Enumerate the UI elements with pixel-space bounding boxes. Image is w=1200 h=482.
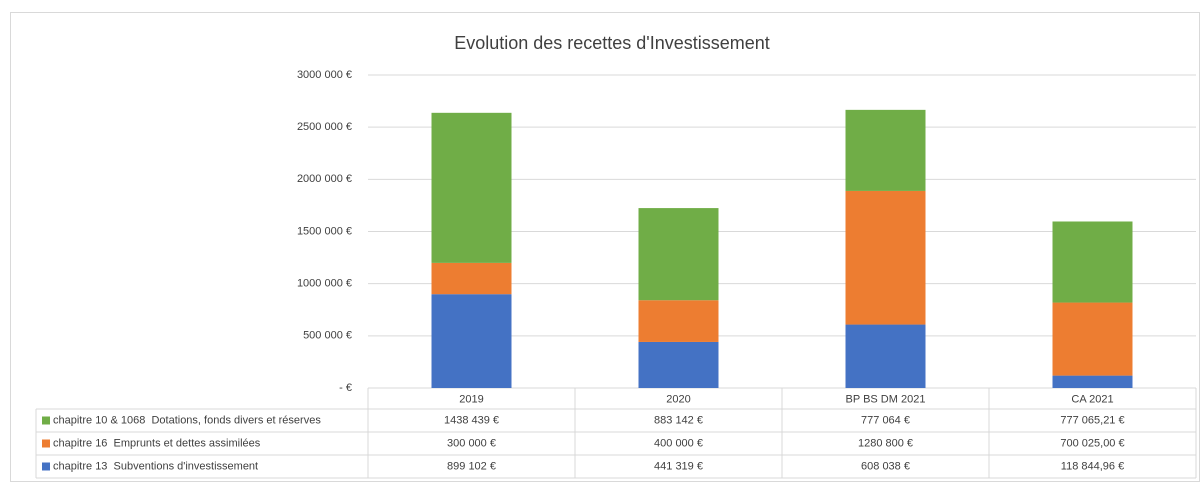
legend-swatch <box>42 439 50 448</box>
bar-segment <box>845 109 926 191</box>
bar-segment <box>431 262 512 295</box>
bar-segment <box>638 208 719 301</box>
y-tick-label: 3000 000 € <box>297 69 352 81</box>
y-tick-label: 500 000 € <box>303 330 352 342</box>
y-tick-label: 2000 000 € <box>297 173 352 185</box>
chart-title: Evolution des recettes d'Investissement <box>454 33 770 53</box>
chart-frame <box>10 12 1200 482</box>
bar-segment <box>431 294 512 388</box>
y-tick-label: 1500 000 € <box>297 225 352 237</box>
bar-segment <box>1052 221 1133 303</box>
legend-swatch <box>42 416 50 425</box>
table-value: 400 000 € <box>654 437 703 449</box>
table-value: 118 844,96 € <box>1061 460 1124 472</box>
table-value: 608 038 € <box>861 460 910 472</box>
bar-segment <box>638 300 719 342</box>
table-value: 899 102 € <box>447 460 496 472</box>
y-tick-label: 2500 000 € <box>297 121 352 133</box>
table-value: 1280 800 € <box>858 437 913 449</box>
y-tick-label: 1000 000 € <box>297 278 352 290</box>
table-value: 700 025,00 € <box>1060 437 1124 449</box>
x-tick-label: BP BS DM 2021 <box>846 393 926 405</box>
table-value: 883 142 € <box>654 414 703 426</box>
legend-label: chapitre 10 & 1068 Dotations, fonds dive… <box>53 414 321 426</box>
bar-segment <box>845 324 926 388</box>
legend-label: chapitre 16 Emprunts et dettes assimilée… <box>53 437 261 449</box>
table-value: 300 000 € <box>447 437 496 449</box>
y-tick-label: - € <box>339 382 352 394</box>
table-value: 1438 439 € <box>444 414 499 426</box>
bar-segment <box>431 112 512 263</box>
x-tick-label: CA 2021 <box>1071 393 1113 405</box>
table-value: 441 319 € <box>654 460 703 472</box>
x-tick-label: 2020 <box>666 393 690 405</box>
bar-segment <box>1052 375 1133 388</box>
legend-swatch <box>42 462 50 471</box>
legend-label: chapitre 13 Subventions d'investissement <box>53 460 258 472</box>
bar-segment <box>845 190 926 325</box>
bar-segment <box>1052 302 1133 376</box>
table-value: 777 065,21 € <box>1060 414 1124 426</box>
x-tick-label: 2019 <box>459 393 483 405</box>
table-value: 777 064 € <box>861 414 910 426</box>
bar-segment <box>638 341 719 388</box>
